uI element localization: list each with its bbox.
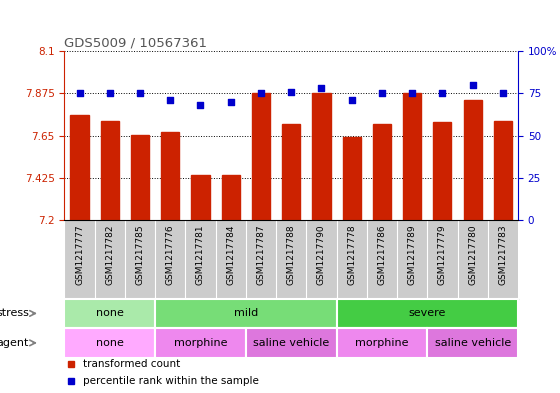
- Text: GSM1217781: GSM1217781: [196, 224, 205, 285]
- Bar: [192, 175, 209, 220]
- Bar: [222, 175, 240, 220]
- Bar: [282, 124, 300, 220]
- Bar: [252, 93, 270, 220]
- Point: [75, 90, 84, 96]
- Point: [287, 88, 296, 95]
- Text: none: none: [96, 338, 124, 348]
- Bar: [464, 100, 482, 220]
- Text: morphine: morphine: [355, 338, 409, 348]
- Text: saline vehicle: saline vehicle: [253, 338, 329, 348]
- Point: [498, 90, 507, 96]
- Text: GSM1217784: GSM1217784: [226, 224, 235, 285]
- Text: agent: agent: [0, 338, 29, 348]
- Text: GSM1217778: GSM1217778: [347, 224, 356, 285]
- Bar: [343, 136, 361, 220]
- Point: [468, 82, 477, 88]
- Point: [166, 97, 175, 103]
- Text: GSM1217782: GSM1217782: [105, 224, 114, 285]
- Text: GSM1217783: GSM1217783: [498, 224, 507, 285]
- Text: stress: stress: [0, 309, 29, 318]
- Bar: [403, 93, 421, 220]
- Bar: [131, 135, 149, 220]
- Text: GSM1217776: GSM1217776: [166, 224, 175, 285]
- Text: saline vehicle: saline vehicle: [435, 338, 511, 348]
- Text: none: none: [96, 309, 124, 318]
- Point: [136, 90, 144, 96]
- Text: severe: severe: [409, 309, 446, 318]
- Text: GDS5009 / 10567361: GDS5009 / 10567361: [64, 37, 207, 50]
- Text: GSM1217780: GSM1217780: [468, 224, 477, 285]
- Point: [347, 97, 356, 103]
- Point: [196, 102, 205, 108]
- Text: GSM1217789: GSM1217789: [408, 224, 417, 285]
- Text: GSM1217786: GSM1217786: [377, 224, 386, 285]
- Point: [226, 99, 235, 105]
- Text: mild: mild: [234, 309, 258, 318]
- Text: GSM1217785: GSM1217785: [136, 224, 144, 285]
- Point: [105, 90, 114, 96]
- Text: transformed count: transformed count: [82, 359, 180, 369]
- Point: [438, 90, 447, 96]
- Bar: [71, 115, 88, 220]
- Text: GSM1217777: GSM1217777: [75, 224, 84, 285]
- Point: [256, 90, 265, 96]
- Point: [317, 85, 326, 92]
- Bar: [161, 132, 179, 220]
- Bar: [312, 93, 330, 220]
- Bar: [101, 121, 119, 220]
- Text: GSM1217787: GSM1217787: [256, 224, 265, 285]
- Text: GSM1217790: GSM1217790: [317, 224, 326, 285]
- Text: GSM1217779: GSM1217779: [438, 224, 447, 285]
- Point: [408, 90, 417, 96]
- Point: [377, 90, 386, 96]
- Bar: [494, 121, 512, 220]
- Text: morphine: morphine: [174, 338, 227, 348]
- Text: GSM1217788: GSM1217788: [287, 224, 296, 285]
- Bar: [373, 124, 391, 220]
- Bar: [433, 123, 451, 220]
- Text: percentile rank within the sample: percentile rank within the sample: [82, 376, 258, 386]
